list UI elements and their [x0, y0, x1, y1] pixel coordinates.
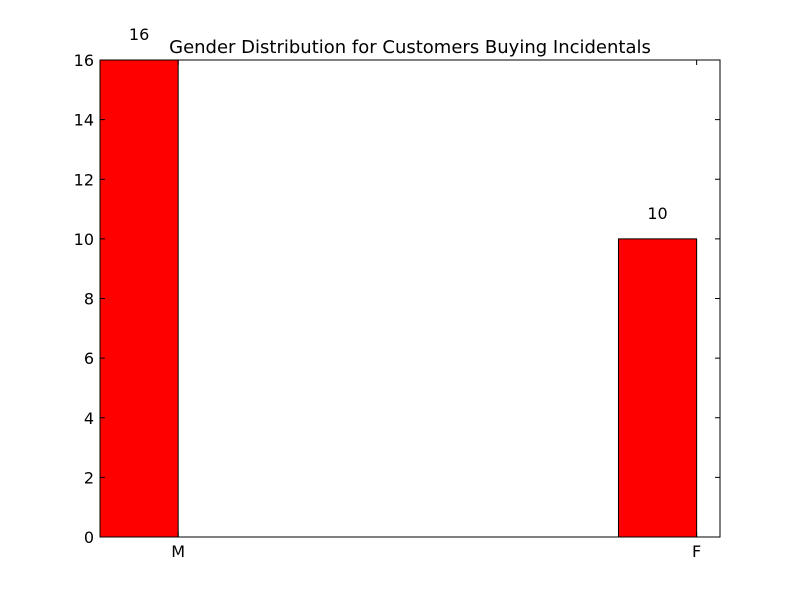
plot-frame — [99, 59, 721, 538]
y-tick-label-6: 6 — [84, 349, 94, 368]
ticks-layer: M F 0 2 4 6 8 10 12 14 16 — [74, 51, 720, 561]
y-tick-label-8: 8 — [84, 290, 94, 309]
chart-title: Gender Distribution for Customers Buying… — [169, 37, 651, 58]
y-tick-label-16: 16 — [74, 51, 94, 70]
y-tick-label-4: 4 — [84, 409, 94, 428]
x-tick-label-m: M — [171, 542, 185, 561]
data-label-m: 16 — [129, 25, 149, 44]
y-tick-label-0: 0 — [84, 528, 94, 547]
x-tick-label-f: F — [692, 542, 701, 561]
bar-f — [617, 238, 698, 538]
y-tick-label-10: 10 — [74, 230, 94, 249]
data-label-f: 10 — [647, 204, 667, 223]
y-tick-label-2: 2 — [84, 468, 94, 487]
y-tick-label-14: 14 — [74, 111, 94, 130]
bar-m — [99, 59, 179, 538]
y-tick-label-12: 12 — [74, 170, 94, 189]
bars-layer — [99, 59, 698, 538]
